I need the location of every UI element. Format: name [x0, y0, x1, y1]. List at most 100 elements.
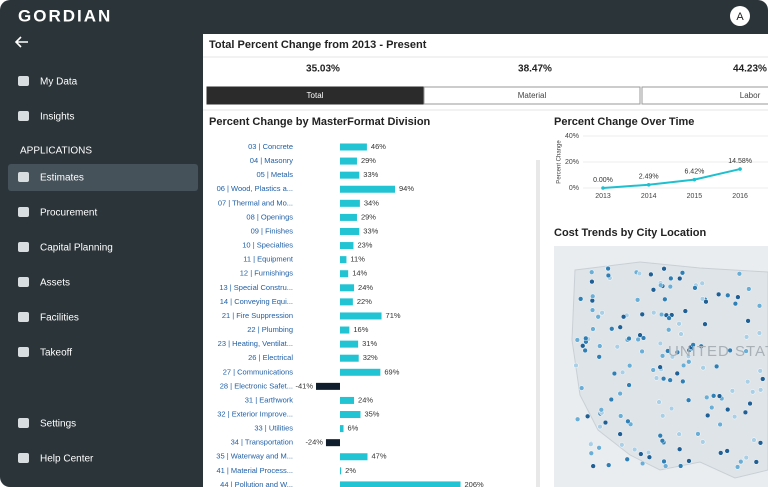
- map-dot[interactable]: [666, 315, 672, 321]
- map-dot[interactable]: [657, 433, 663, 439]
- map-dot[interactable]: [639, 311, 645, 318]
- map-dot[interactable]: [716, 393, 723, 399]
- nav-item[interactable]: Estimates: [40, 173, 84, 184]
- map-dot[interactable]: [605, 265, 611, 272]
- map-dot[interactable]: [745, 379, 751, 385]
- map-dot[interactable]: [634, 297, 641, 303]
- map-dot[interactable]: [620, 314, 627, 320]
- map-dot[interactable]: [734, 464, 741, 470]
- nav-item[interactable]: Insights: [40, 112, 74, 123]
- map-dot[interactable]: [636, 270, 643, 277]
- map-dot[interactable]: [588, 450, 594, 456]
- map-dot[interactable]: [640, 335, 647, 341]
- map-dot[interactable]: [680, 362, 687, 369]
- map-dot[interactable]: [760, 376, 766, 382]
- map-dot[interactable]: [639, 348, 645, 355]
- avatar[interactable]: [730, 6, 750, 26]
- map-dot[interactable]: [698, 343, 704, 349]
- map-dot[interactable]: [614, 344, 620, 350]
- map-dot[interactable]: [665, 348, 671, 354]
- map-dot[interactable]: [619, 369, 626, 376]
- map-dot[interactable]: [743, 348, 749, 354]
- map-dot[interactable]: [724, 448, 730, 454]
- map-dot[interactable]: [685, 353, 692, 359]
- map-dot[interactable]: [611, 370, 618, 377]
- tab[interactable]: [423, 86, 641, 105]
- map-dot[interactable]: [605, 272, 612, 279]
- map-dot[interactable]: [669, 354, 676, 360]
- map-dot[interactable]: [625, 418, 631, 424]
- map-dot[interactable]: [659, 438, 666, 444]
- map-dot[interactable]: [674, 370, 680, 377]
- map-dot[interactable]: [618, 413, 624, 419]
- map-dot[interactable]: [658, 282, 664, 288]
- map-dot[interactable]: [662, 463, 669, 469]
- nav-item[interactable]: Facilities: [40, 313, 79, 324]
- map-dot[interactable]: [716, 291, 722, 298]
- map-dot[interactable]: [606, 462, 612, 468]
- map-dot[interactable]: [626, 335, 632, 342]
- map-dot[interactable]: [617, 431, 623, 437]
- map-dot[interactable]: [658, 311, 665, 318]
- map-dot[interactable]: [627, 363, 633, 369]
- map-dot[interactable]: [679, 270, 686, 276]
- map-dot[interactable]: [735, 294, 741, 300]
- map-dot[interactable]: [732, 301, 739, 307]
- map-dot[interactable]: [709, 404, 715, 411]
- map-dot[interactable]: [702, 321, 708, 327]
- map-dot[interactable]: [574, 337, 580, 343]
- map-dot[interactable]: [584, 413, 591, 419]
- map-dot[interactable]: [583, 335, 589, 342]
- map-dot[interactable]: [598, 407, 604, 413]
- nav-item[interactable]: My Data: [40, 77, 78, 88]
- map-dot[interactable]: [678, 331, 684, 337]
- map-dot[interactable]: [626, 382, 632, 388]
- map-dot[interactable]: [756, 303, 763, 309]
- map-dot[interactable]: [590, 463, 596, 469]
- map-dot[interactable]: [668, 275, 674, 282]
- map-dot[interactable]: [578, 296, 584, 302]
- map-dot[interactable]: [599, 310, 605, 316]
- map-dot[interactable]: [648, 271, 654, 278]
- map-dot[interactable]: [639, 460, 646, 467]
- map-dot[interactable]: [596, 354, 602, 360]
- map-dot[interactable]: [638, 451, 644, 457]
- map-dot[interactable]: [661, 266, 667, 272]
- map-dot[interactable]: [574, 416, 581, 422]
- map-dot[interactable]: [667, 283, 673, 290]
- map-dot[interactable]: [738, 459, 744, 465]
- map-dot[interactable]: [588, 441, 594, 447]
- map-dot[interactable]: [703, 299, 709, 305]
- map-dot[interactable]: [729, 388, 736, 394]
- map-dot[interactable]: [657, 364, 663, 370]
- map-dot[interactable]: [589, 269, 595, 275]
- map-dot[interactable]: [753, 459, 759, 465]
- nav-item[interactable]: Settings: [40, 419, 76, 430]
- map-dot[interactable]: [731, 413, 738, 420]
- map-dot[interactable]: [725, 292, 731, 298]
- back-arrow[interactable]: [14, 36, 28, 48]
- map-dot[interactable]: [677, 446, 683, 452]
- nav-item[interactable]: Capital Planning: [40, 243, 113, 254]
- nav-item[interactable]: Assets: [40, 278, 70, 289]
- map-dot[interactable]: [676, 321, 682, 327]
- map-dot[interactable]: [582, 347, 588, 354]
- map-dot[interactable]: [609, 326, 615, 332]
- map-dot[interactable]: [756, 330, 763, 336]
- map-dot[interactable]: [624, 456, 630, 462]
- map-dot[interactable]: [580, 343, 586, 349]
- map-dot[interactable]: [677, 275, 683, 282]
- map-dot[interactable]: [713, 363, 720, 370]
- map-dot[interactable]: [685, 397, 692, 403]
- map-dot[interactable]: [660, 413, 666, 419]
- map-dot[interactable]: [743, 334, 750, 340]
- map-dot[interactable]: [705, 412, 711, 419]
- map-dot[interactable]: [745, 318, 751, 324]
- map-dot[interactable]: [747, 400, 753, 407]
- map-dot[interactable]: [635, 336, 641, 343]
- map-dot[interactable]: [757, 387, 764, 393]
- map-dot[interactable]: [650, 287, 657, 293]
- map-dot[interactable]: [631, 446, 638, 453]
- map-dot[interactable]: [680, 378, 686, 385]
- map-dot[interactable]: [661, 458, 667, 465]
